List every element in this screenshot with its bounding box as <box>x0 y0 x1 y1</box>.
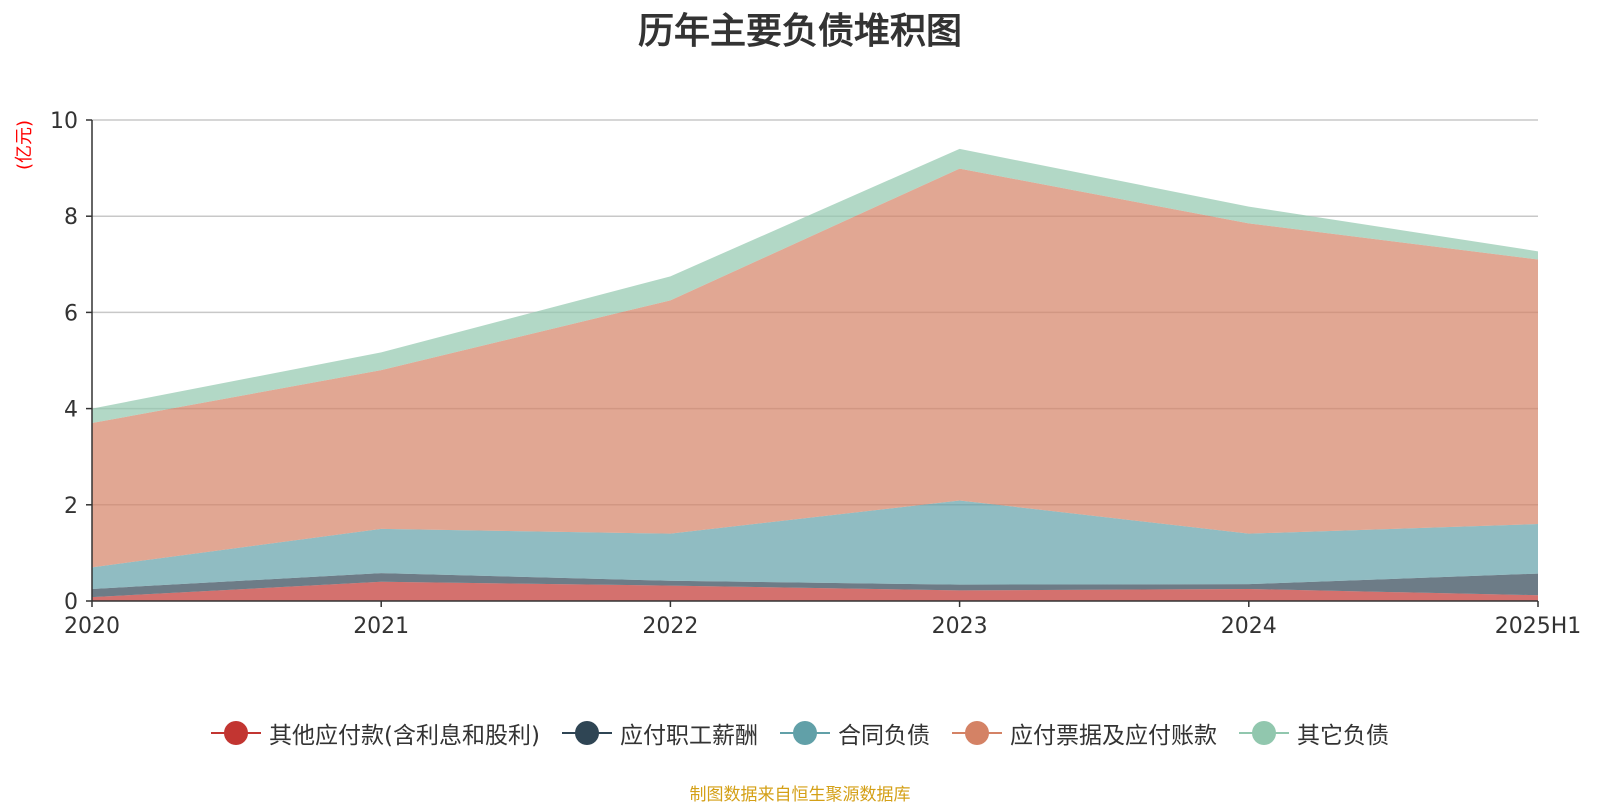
series-area[interactable] <box>92 148 1538 424</box>
y-tick-label: 4 <box>64 398 78 423</box>
legend-item[interactable]: 其它负债 <box>1238 716 1389 750</box>
x-tick-label: 2020 <box>64 614 120 639</box>
y-tick-label: 0 <box>64 590 78 615</box>
chart-legend: 其他应付款(含利息和股利) 应付职工薪酬 合同负债 应付票据及应付账款 其它负债 <box>0 716 1600 750</box>
series-areas <box>92 148 1538 601</box>
legend-label: 其它负债 <box>1296 723 1389 749</box>
legend-item[interactable]: 应付职工薪酬 <box>561 716 758 750</box>
series-area[interactable] <box>92 168 1538 568</box>
y-tick-label: 2 <box>64 494 78 519</box>
series-area[interactable] <box>92 573 1538 598</box>
axes: 0 2 4 6 8 10 2020 2021 2022 2023 2024 2025H1 <box>50 109 1581 639</box>
x-tick-label: 2021 <box>353 614 409 639</box>
legend-marker-icon <box>1238 721 1289 745</box>
data-source-note: 制图数据来自恒生聚源数据库 <box>689 785 911 805</box>
chart-title: 历年主要负债堆积图 <box>637 11 962 52</box>
legend-item[interactable]: 应付票据及应付账款 <box>951 716 1217 750</box>
series-area[interactable] <box>92 581 1538 601</box>
legend-label: 应付职工薪酬 <box>619 723 758 749</box>
y-tick-label: 8 <box>64 205 78 230</box>
x-tick-label: 2024 <box>1221 614 1277 639</box>
series-area[interactable] <box>92 500 1538 589</box>
legend-label: 应付票据及应付账款 <box>1009 723 1217 749</box>
legend-item[interactable]: 其他应付款(含利息和股利) <box>211 716 540 750</box>
legend-marker-icon <box>561 721 612 745</box>
x-tick-label: 2025H1 <box>1495 614 1582 639</box>
y-axis-unit-label: (亿元) <box>14 120 35 170</box>
legend-item[interactable]: 合同负债 <box>779 716 930 750</box>
legend-marker-icon <box>211 721 262 745</box>
y-tick-label: 10 <box>50 109 78 134</box>
x-tick-label: 2023 <box>932 614 988 639</box>
legend-marker-icon <box>779 721 830 745</box>
y-tick-label: 6 <box>64 301 78 326</box>
legend-label: 合同负债 <box>837 723 930 749</box>
x-tick-label: 2022 <box>642 614 698 639</box>
legend-label: 其他应付款(含利息和股利) <box>269 723 540 749</box>
legend-marker-icon <box>951 721 1002 745</box>
